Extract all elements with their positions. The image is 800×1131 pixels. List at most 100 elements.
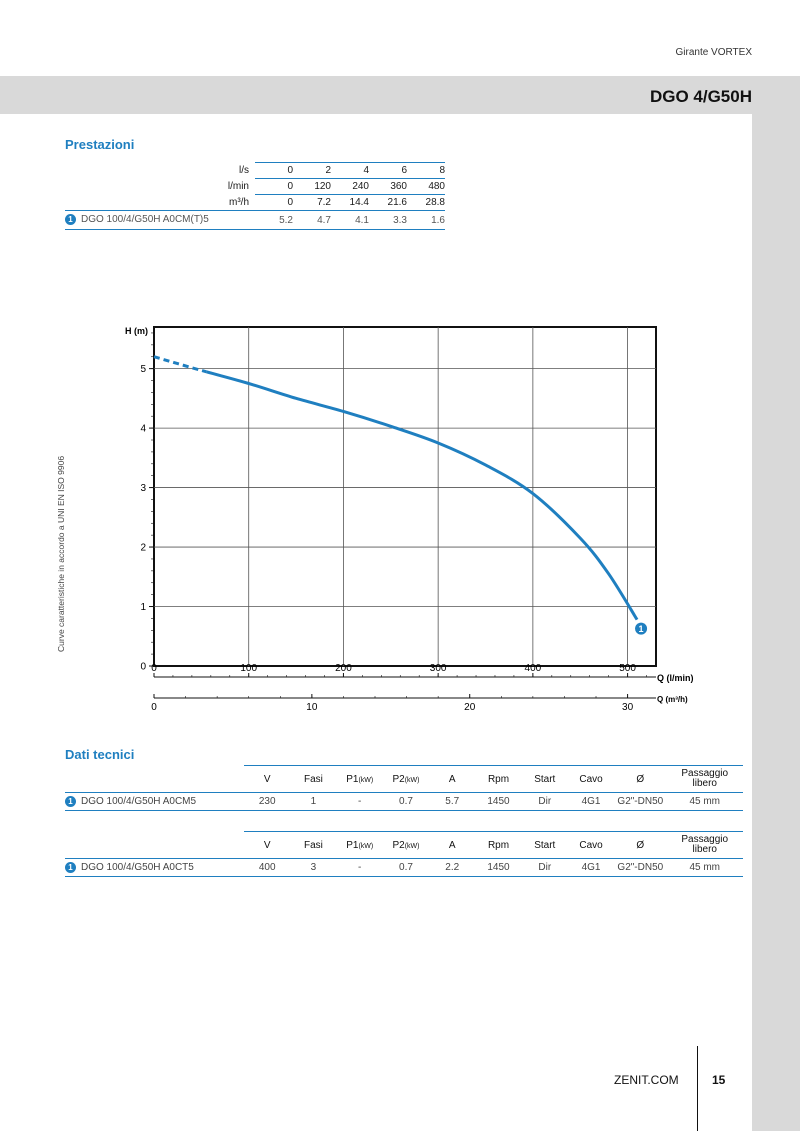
page-number: 15 bbox=[712, 1073, 726, 1087]
x2-axis-label: Q (m³/h) bbox=[657, 695, 688, 704]
perf-unit: m³/h bbox=[229, 196, 249, 208]
perf-cell: 4.7 bbox=[293, 210, 331, 230]
col-rpm: Rpm bbox=[475, 831, 522, 859]
chart-grid bbox=[153, 326, 657, 667]
x-tick-label: 300 bbox=[430, 663, 447, 674]
tech-cell: 400 bbox=[244, 858, 291, 877]
col-passaggio: Passaggio libero bbox=[666, 831, 743, 859]
tech-cell: 2.2 bbox=[429, 858, 476, 877]
perf-cell: 4 bbox=[331, 162, 369, 179]
tech-cell: 3 bbox=[290, 858, 337, 877]
perf-cell: 1.6 bbox=[407, 210, 445, 230]
col-p2: P2(kW) bbox=[382, 765, 430, 793]
perf-model-cell: 1 DGO 100/4/G50H A0CM(T)5 bbox=[65, 210, 255, 230]
tech-header-row: V Fasi P1(kW) P2(kW) A Rpm Start Cavo Ø … bbox=[65, 765, 743, 793]
col-fasi: Fasi bbox=[290, 831, 337, 859]
col-rpm: Rpm bbox=[475, 765, 522, 793]
perf-row-lmin: l/min 0 120 240 360 480 bbox=[65, 178, 445, 195]
tech-table-2: V Fasi P1(kW) P2(kW) A Rpm Start Cavo Ø … bbox=[65, 831, 743, 877]
perf-cell: 5.2 bbox=[255, 210, 293, 230]
y-axis-label: H (m) bbox=[125, 326, 148, 336]
x-axis-label: Q (l/min) bbox=[657, 673, 694, 683]
tech-cell: 4G1 bbox=[567, 858, 615, 877]
x-tick-label: 0 bbox=[151, 663, 157, 674]
chart-series: 1 bbox=[153, 355, 648, 635]
plot-frame bbox=[153, 326, 657, 667]
y-tick-label: 2 bbox=[140, 543, 146, 554]
series-dashed-segment bbox=[153, 355, 207, 374]
perf-cell: 7.2 bbox=[293, 194, 331, 211]
col-p1: P1(kW) bbox=[336, 831, 383, 859]
performance-chart: 0 1 2 3 4 5 0 100 200 300 400 500 0 10 20 30 1 H (m) Q … bbox=[125, 326, 694, 713]
perf-cell: 3.3 bbox=[369, 210, 407, 230]
tech-cell: 1 bbox=[290, 792, 337, 811]
x-tick-label: 200 bbox=[335, 663, 352, 674]
tech-cell: - bbox=[336, 858, 383, 877]
perf-cell: 2 bbox=[293, 162, 331, 179]
tech-cell: Dir bbox=[521, 858, 568, 877]
y-tick-label: 1 bbox=[140, 602, 146, 613]
col-v: V bbox=[244, 831, 291, 859]
perf-row-model: 1 DGO 100/4/G50H A0CM(T)5 5.2 4.7 4.1 3.3… bbox=[65, 210, 445, 230]
perf-row-ls: l/s 0 2 4 6 8 bbox=[65, 162, 445, 179]
col-a: A bbox=[429, 831, 476, 859]
tech-row: 1 DGO 100/4/G50H A0CT5 400 3 - 0.7 2.2 14… bbox=[65, 858, 743, 877]
col-cavo: Cavo bbox=[567, 831, 615, 859]
tech-cell: 45 mm bbox=[666, 858, 743, 877]
model-number-badge: 1 bbox=[65, 214, 76, 226]
model-title: DGO 4/G50H bbox=[649, 87, 752, 106]
model-number-badge: 1 bbox=[65, 795, 76, 807]
tech-row: 1 DGO 100/4/G50H A0CM5 230 1 - 0.7 5.7 14… bbox=[65, 792, 743, 811]
col-p1: P1(kW) bbox=[336, 765, 383, 793]
col-start: Start bbox=[521, 765, 568, 793]
y-tick-label: 4 bbox=[140, 424, 146, 435]
col-fasi: Fasi bbox=[290, 765, 337, 793]
tech-cell: 0.7 bbox=[382, 858, 430, 877]
col-a: A bbox=[429, 765, 476, 793]
y-tick-label: 0 bbox=[140, 662, 146, 673]
tech-cell: 0.7 bbox=[382, 792, 430, 811]
x-tick-label: 400 bbox=[525, 663, 542, 674]
perf-unit: l/min bbox=[227, 181, 249, 192]
model-number-badge: 1 bbox=[65, 861, 76, 873]
tech-cell: Dir bbox=[521, 792, 568, 811]
perf-row-m3h: m³/h 0 7.2 14.4 21.6 28.8 bbox=[65, 194, 445, 211]
series-label: 1 bbox=[639, 624, 644, 634]
perf-cell: 28.8 bbox=[407, 194, 445, 211]
perf-cell: 0 bbox=[255, 178, 293, 195]
tech-table-1: V Fasi P1(kW) P2(kW) A Rpm Start Cavo Ø … bbox=[65, 765, 743, 811]
tech-cell: 5.7 bbox=[429, 792, 476, 811]
x2-tick-label: 10 bbox=[306, 702, 318, 713]
perf-cell: 0 bbox=[255, 194, 293, 211]
perf-cell: 0 bbox=[255, 162, 293, 179]
perf-cell: 480 bbox=[407, 178, 445, 195]
perf-cell: 14.4 bbox=[331, 194, 369, 211]
tech-cell: G2"-DN50 bbox=[614, 858, 667, 877]
footer-brand: ZENIT.COM bbox=[614, 1073, 679, 1087]
perf-cell: 360 bbox=[369, 178, 407, 195]
perf-cell: 6 bbox=[369, 162, 407, 179]
performance-title: Prestazioni bbox=[65, 137, 135, 152]
perf-cell: 240 bbox=[331, 178, 369, 195]
tech-cell: 230 bbox=[244, 792, 291, 811]
col-diam: Ø bbox=[614, 831, 667, 859]
tech-cell: G2"-DN50 bbox=[614, 792, 667, 811]
series-line bbox=[206, 370, 639, 621]
tech-model-name: DGO 100/4/G50H A0CM5 bbox=[81, 796, 197, 808]
col-diam: Ø bbox=[614, 765, 667, 793]
col-passaggio: Passaggio libero bbox=[666, 765, 743, 793]
side-strip bbox=[752, 114, 800, 1131]
tech-cell: 45 mm bbox=[666, 792, 743, 811]
x-tick-label: 500 bbox=[619, 663, 636, 674]
tech-header-row: V Fasi P1(kW) P2(kW) A Rpm Start Cavo Ø … bbox=[65, 831, 743, 859]
perf-cell: 8 bbox=[407, 162, 445, 179]
col-p2: P2(kW) bbox=[382, 831, 430, 859]
col-cavo: Cavo bbox=[567, 765, 615, 793]
tech-cell: 1450 bbox=[475, 792, 522, 811]
footer-separator bbox=[697, 1046, 698, 1131]
y-tick-label: 3 bbox=[140, 483, 146, 494]
perf-model-name: DGO 100/4/G50H A0CM(T)5 bbox=[81, 214, 209, 226]
col-v: V bbox=[244, 765, 291, 793]
tech-title: Dati tecnici bbox=[65, 747, 135, 762]
perf-cell: 21.6 bbox=[369, 194, 407, 211]
